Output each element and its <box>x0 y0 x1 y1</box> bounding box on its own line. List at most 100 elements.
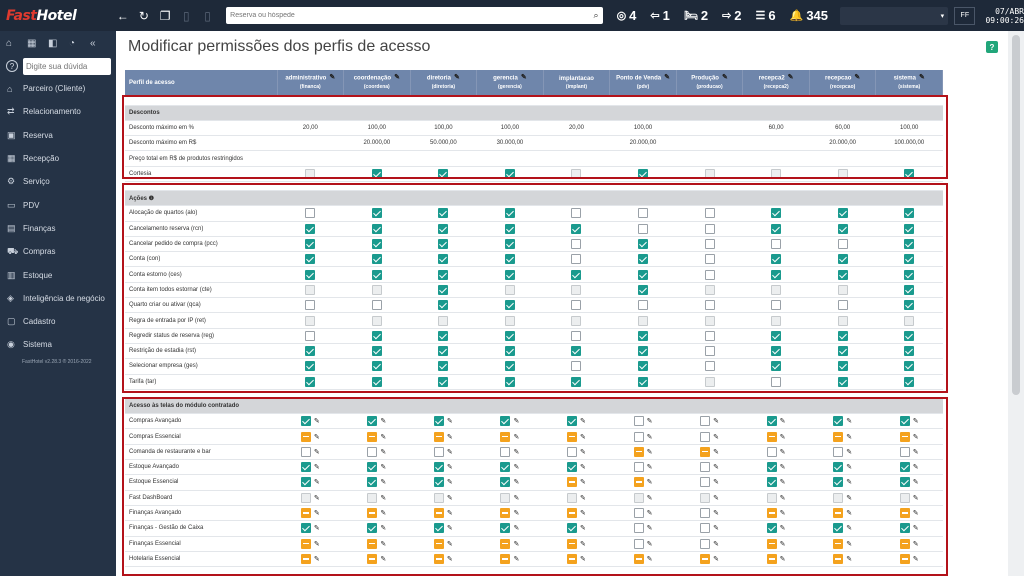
checkbox-partial[interactable] <box>500 431 511 442</box>
checkbox-checked[interactable] <box>433 523 444 534</box>
checkbox-checked[interactable] <box>500 477 511 488</box>
pencil-icon[interactable]: ✎ <box>646 494 653 502</box>
pencil-icon[interactable]: ✎ <box>713 448 719 456</box>
discount-value-cell[interactable]: 100,00 <box>343 120 411 137</box>
checkbox-partial[interactable] <box>766 553 777 564</box>
pencil-icon[interactable]: ✎ <box>713 555 719 563</box>
pencil-icon[interactable]: ✎ <box>513 540 520 548</box>
checkbox-partial[interactable] <box>899 553 910 564</box>
home-icon[interactable]: ⌂ <box>6 37 13 49</box>
checkbox-checked[interactable] <box>766 462 777 473</box>
pencil-icon[interactable]: ✎ <box>779 464 786 472</box>
checkbox-checked[interactable] <box>371 208 382 219</box>
checkbox-partial[interactable] <box>367 431 378 442</box>
checkbox-unchecked[interactable] <box>771 376 782 387</box>
checkbox-checked[interactable] <box>904 300 915 311</box>
checkbox-unchecked[interactable] <box>704 361 715 372</box>
discount-value-cell[interactable]: 20,00 <box>277 120 344 137</box>
pencil-icon[interactable]: ✎ <box>912 525 919 533</box>
checkbox-partial[interactable] <box>833 553 844 564</box>
reservation-search-input[interactable] <box>230 12 594 19</box>
pencil-icon[interactable]: ✎ <box>787 74 794 82</box>
pencil-icon[interactable]: ✎ <box>380 479 387 487</box>
pencil-icon[interactable]: ✎ <box>394 74 400 82</box>
stat-list[interactable]: ☰ 6 <box>756 8 776 23</box>
sidebar-item-parceiro[interactable]: ⌂ Parceiro (Cliente) <box>0 77 116 100</box>
checkbox-partial[interactable] <box>567 508 578 519</box>
pencil-icon[interactable]: ✎ <box>846 418 853 426</box>
sidebar-item-financas[interactable]: ▤ Finanças <box>0 217 116 240</box>
pencil-icon[interactable]: ✎ <box>313 525 320 533</box>
discount-value-cell[interactable] <box>476 150 544 167</box>
pencil-icon[interactable]: ✎ <box>580 540 586 548</box>
checkbox-checked[interactable] <box>638 330 648 341</box>
checkbox-checked[interactable] <box>367 523 378 534</box>
checkbox-partial[interactable] <box>433 553 444 564</box>
discount-value-cell[interactable] <box>676 135 743 152</box>
pencil-icon[interactable]: ✎ <box>380 464 387 472</box>
pencil-icon[interactable]: ✎ <box>779 510 786 518</box>
checkbox-checked[interactable] <box>638 346 648 357</box>
discount-value-cell[interactable] <box>543 135 610 152</box>
checkbox-unchecked[interactable] <box>704 269 715 280</box>
layout-icon[interactable]: ◧ <box>48 37 58 49</box>
checkbox-checked[interactable] <box>771 269 782 280</box>
checkbox-unchecked[interactable] <box>633 462 644 473</box>
pencil-icon[interactable]: ✎ <box>713 479 719 487</box>
checkbox-checked[interactable] <box>899 462 910 473</box>
scrollbar[interactable] <box>1008 31 1024 576</box>
checkbox-checked[interactable] <box>438 300 449 311</box>
sidebar-item-compras[interactable]: ⛟ Compras <box>0 240 116 263</box>
checkbox-partial[interactable] <box>766 508 777 519</box>
pencil-icon[interactable]: ✎ <box>646 540 653 548</box>
checkbox-checked[interactable] <box>638 168 648 179</box>
checkbox-partial[interactable] <box>500 538 511 549</box>
pencil-icon[interactable]: ✎ <box>580 479 586 487</box>
checkbox-unchecked[interactable] <box>633 523 644 534</box>
checkbox-checked[interactable] <box>771 361 782 372</box>
checkbox-checked[interactable] <box>371 269 382 280</box>
pencil-icon[interactable]: ✎ <box>446 494 453 502</box>
pencil-icon[interactable]: ✎ <box>846 525 853 533</box>
pencil-icon[interactable]: ✎ <box>713 433 719 441</box>
dashboard-icon[interactable]: ◔ <box>69 37 76 49</box>
pencil-icon[interactable]: ✎ <box>646 479 653 487</box>
back-arrow-icon[interactable]: ← <box>116 8 129 23</box>
checkbox-checked[interactable] <box>438 168 449 179</box>
checkbox-unchecked[interactable] <box>633 416 644 427</box>
checkbox-checked[interactable] <box>833 477 844 488</box>
checkbox-checked[interactable] <box>837 269 848 280</box>
checkbox-partial[interactable] <box>433 431 444 442</box>
pencil-icon[interactable]: ✎ <box>846 479 853 487</box>
pencil-icon[interactable]: ✎ <box>580 448 586 456</box>
checkbox-checked[interactable] <box>904 239 915 250</box>
scrollbar-thumb[interactable] <box>1012 35 1020 395</box>
calendar-icon[interactable]: ▦ <box>27 37 37 49</box>
checkbox-checked[interactable] <box>305 376 316 387</box>
pencil-icon[interactable]: ✎ <box>779 418 786 426</box>
checkbox-checked[interactable] <box>766 477 777 488</box>
pencil-icon[interactable]: ✎ <box>513 510 520 518</box>
checkbox-checked[interactable] <box>904 254 915 265</box>
checkbox-checked[interactable] <box>899 416 910 427</box>
checkbox-partial[interactable] <box>500 553 511 564</box>
checkbox-checked[interactable] <box>438 284 449 295</box>
checkbox-checked[interactable] <box>300 462 311 473</box>
checkbox-unchecked[interactable] <box>571 239 582 250</box>
checkbox-unchecked[interactable] <box>837 239 848 250</box>
pencil-icon[interactable]: ✎ <box>380 448 387 456</box>
pencil-icon[interactable]: ✎ <box>713 510 719 518</box>
checkbox-checked[interactable] <box>504 330 515 341</box>
pencil-icon[interactable]: ✎ <box>313 433 320 441</box>
checkbox-checked[interactable] <box>837 361 848 372</box>
checkbox-checked[interactable] <box>837 376 848 387</box>
checkbox-partial[interactable] <box>700 553 711 564</box>
pencil-icon[interactable]: ✎ <box>779 494 786 502</box>
stat-bed[interactable]: 🛏 2 <box>684 8 708 23</box>
checkbox-unchecked[interactable] <box>571 208 582 219</box>
pencil-icon[interactable]: ✎ <box>779 555 786 563</box>
checkbox-partial[interactable] <box>633 477 644 488</box>
user-badge[interactable]: FF <box>954 6 976 25</box>
copy-icon[interactable]: ❐ <box>159 8 171 23</box>
checkbox-checked[interactable] <box>571 223 582 234</box>
